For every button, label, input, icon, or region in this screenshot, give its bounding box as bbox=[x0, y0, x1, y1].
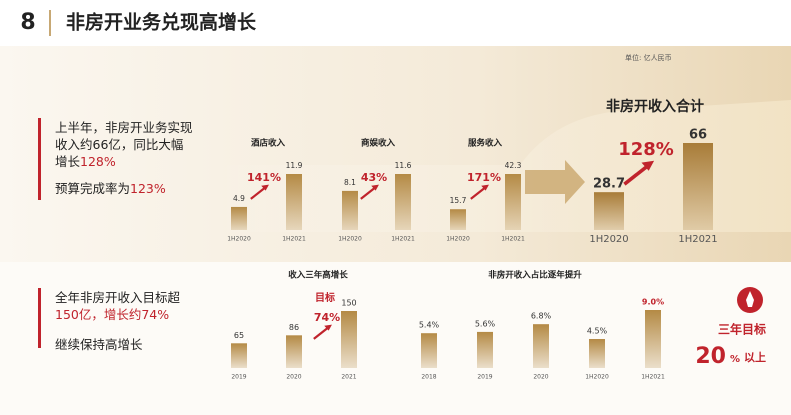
bar bbox=[594, 192, 624, 230]
annotation: 目标 bbox=[315, 291, 335, 304]
value-label: 150 bbox=[341, 299, 356, 308]
x-tick-label: 2019 bbox=[477, 374, 492, 381]
bar bbox=[533, 324, 549, 368]
bar bbox=[645, 310, 661, 368]
x-tick-label: 2021 bbox=[341, 374, 356, 381]
chart-title: 收入三年高增长 bbox=[288, 270, 348, 281]
note: 上半年，非房开业务实现收入约66亿，同比大幅增长128% bbox=[55, 119, 195, 170]
accent-bar bbox=[38, 118, 41, 200]
x-tick-label: 1H2020 bbox=[589, 234, 628, 245]
x-tick-label: 1H2021 bbox=[391, 236, 415, 243]
note-text: 全年非房开收入目标超 bbox=[55, 290, 181, 305]
value-label: 4.9 bbox=[233, 194, 245, 203]
page-title: 非房开业务兑现高增长 bbox=[66, 11, 257, 34]
bar bbox=[286, 174, 302, 230]
bar bbox=[342, 190, 358, 230]
bar bbox=[505, 174, 521, 230]
x-tick-label: 1H2020 bbox=[446, 236, 470, 243]
value-label: 66 bbox=[689, 128, 707, 143]
bar bbox=[450, 209, 466, 230]
chart-title: 服务收入 bbox=[468, 138, 503, 149]
chart-title: 非房开收入占比逐年提升 bbox=[488, 270, 582, 281]
growth-arrowhead bbox=[324, 324, 332, 331]
bar bbox=[395, 174, 411, 230]
x-tick-label: 2020 bbox=[286, 374, 301, 381]
header-band bbox=[0, 0, 791, 46]
growth-arrow bbox=[360, 185, 377, 200]
value-label: 6.8% bbox=[531, 312, 552, 321]
bar bbox=[477, 331, 493, 368]
target-unit: % bbox=[730, 354, 740, 365]
bar bbox=[589, 339, 605, 368]
value-label: 11.9 bbox=[286, 161, 303, 170]
value-label: 65 bbox=[234, 331, 244, 340]
bar bbox=[683, 143, 713, 230]
note-text: 150亿，增长约74% bbox=[55, 307, 170, 322]
value-label: 5.4% bbox=[419, 321, 440, 330]
note: 预算完成率为123% bbox=[55, 180, 195, 197]
growth-arrow bbox=[623, 162, 651, 186]
decor-band bbox=[215, 100, 791, 232]
value-label: 4.5% bbox=[587, 327, 608, 336]
growth-arrow bbox=[313, 325, 330, 340]
x-tick-label: 1H2020 bbox=[585, 374, 609, 381]
value-label: 11.6 bbox=[395, 161, 412, 170]
growth-arrowhead bbox=[481, 184, 489, 191]
rocket-shape bbox=[746, 291, 754, 307]
x-tick-label: 1H2020 bbox=[227, 236, 251, 243]
value-label: 15.7 bbox=[450, 196, 467, 205]
x-tick-label: 1H2021 bbox=[501, 236, 525, 243]
value-label: 86 bbox=[289, 323, 299, 332]
unit-label: 单位: 亿人民币 bbox=[625, 53, 672, 62]
note-text: 128% bbox=[80, 154, 116, 169]
chart-title: 商娱收入 bbox=[361, 138, 396, 149]
bar bbox=[231, 206, 247, 230]
growth-label: 43% bbox=[361, 171, 387, 184]
note: 继续保持高增长 bbox=[55, 336, 195, 353]
note-text: 继续保持高增长 bbox=[55, 337, 143, 352]
target-label: 三年目标 bbox=[718, 322, 766, 337]
x-tick-label: 1H2020 bbox=[338, 236, 362, 243]
note: 全年非房开收入目标超 150亿，增长约74% bbox=[55, 289, 195, 323]
x-tick-label: 1H2021 bbox=[282, 236, 306, 243]
bar bbox=[341, 311, 357, 368]
page-number: 8 bbox=[20, 10, 35, 35]
value-label: 9.0% bbox=[642, 298, 664, 307]
target-suffix: 以上 bbox=[744, 350, 766, 364]
bar bbox=[421, 333, 437, 368]
growth-arrow bbox=[470, 185, 487, 200]
x-tick-label: 2018 bbox=[421, 374, 436, 381]
growth-arrowhead bbox=[641, 160, 655, 171]
note-text: 上半年，非房开业务实现收入约66亿，同比大幅增长 bbox=[55, 120, 193, 169]
bar bbox=[231, 343, 247, 368]
chart-title: 非房开收入合计 bbox=[606, 98, 704, 115]
x-tick-label: 2020 bbox=[533, 374, 548, 381]
target-value: 20 bbox=[695, 344, 726, 369]
growth-arrow bbox=[250, 185, 267, 200]
decor-arrow bbox=[525, 160, 585, 204]
growth-arrowhead bbox=[261, 184, 269, 191]
chart-title: 酒店收入 bbox=[251, 138, 286, 149]
growth-label: 128% bbox=[618, 139, 674, 160]
value-label: 28.7 bbox=[593, 177, 625, 192]
value-label: 8.1 bbox=[344, 178, 356, 187]
growth-label: 171% bbox=[467, 171, 501, 184]
bar bbox=[286, 335, 302, 368]
growth-label: 141% bbox=[247, 171, 281, 184]
x-tick-label: 1H2021 bbox=[678, 234, 717, 245]
x-tick-label: 1H2021 bbox=[641, 374, 665, 381]
note-text: 预算完成率为 bbox=[55, 181, 131, 196]
accent-bar bbox=[38, 288, 41, 348]
value-label: 42.3 bbox=[505, 161, 522, 170]
growth-arrowhead bbox=[371, 184, 379, 191]
x-tick-label: 2019 bbox=[231, 374, 246, 381]
value-label: 5.6% bbox=[475, 319, 496, 328]
note-text: 123% bbox=[130, 181, 166, 196]
growth-label: 74% bbox=[314, 311, 340, 324]
